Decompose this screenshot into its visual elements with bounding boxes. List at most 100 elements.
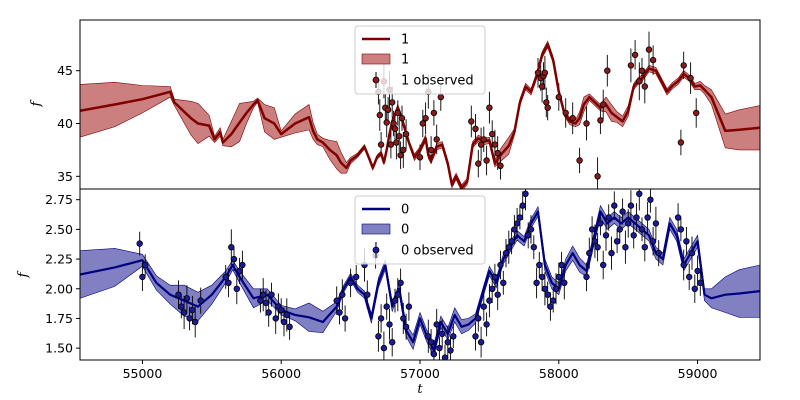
top-observed-point — [394, 109, 401, 117]
bot-observed-point — [272, 315, 279, 322]
top-observed-point — [391, 125, 399, 132]
bot-observed-point — [605, 214, 612, 221]
top-observed-point — [389, 99, 396, 106]
top-observed-point — [680, 62, 687, 69]
bot-observed-point — [262, 299, 270, 307]
top-legend-label-observed: 1 observed — [401, 74, 474, 89]
top-y-axis-label: f — [29, 99, 44, 107]
bot-observed-point — [674, 214, 682, 221]
bot-observed-point — [630, 232, 637, 239]
bot-observed-point — [500, 279, 507, 286]
bot-observed-point — [619, 208, 626, 215]
top-observed-point — [384, 106, 392, 113]
bot-observed-point — [597, 220, 604, 227]
bottom-legend-label-observed: 0 observed — [401, 244, 474, 259]
top-observed-point — [600, 101, 607, 108]
top-observed-point — [597, 117, 604, 124]
top-ytick-label: 35 — [57, 169, 73, 184]
bot-observed-point — [550, 297, 557, 304]
top-observed-point — [631, 51, 639, 59]
top-mean-line-group — [80, 43, 760, 189]
bot-observed-point — [561, 279, 568, 286]
bot-observed-point — [341, 315, 349, 322]
bot-observed-point — [400, 315, 407, 322]
bot-observed-point — [513, 220, 521, 227]
xtick-label: 55000 — [123, 366, 163, 381]
top-observed-point — [430, 109, 438, 117]
bottom-x-ticks: 55000 56000 57000 58000 59000 — [123, 360, 717, 381]
bot-observed-point — [477, 339, 485, 346]
bot-observed-point — [136, 240, 143, 247]
top-observed-point — [480, 136, 487, 143]
bot-observed-point — [489, 285, 496, 292]
top-observed-point — [472, 125, 479, 132]
bot-observed-point — [364, 291, 371, 298]
bot-observed-point — [475, 315, 482, 322]
bot-observed-point — [433, 321, 440, 328]
bottom-legend-label-band: 0 — [401, 223, 409, 238]
bot-ytick-label: 2.50 — [45, 222, 73, 237]
top-observed-point — [427, 146, 435, 154]
bot-observed-point — [683, 238, 690, 245]
bot-observed-point — [391, 297, 399, 304]
bot-observed-point — [265, 309, 272, 316]
bot-observed-point — [139, 273, 146, 281]
top-observed-point — [387, 141, 395, 148]
bot-observed-point — [339, 291, 346, 298]
bot-observed-point — [436, 344, 443, 352]
top-observed-point — [489, 130, 496, 138]
bot-observed-point — [697, 279, 704, 286]
bot-observed-point — [394, 291, 401, 298]
bot-observed-point — [527, 226, 535, 233]
bot-observed-point — [283, 311, 290, 319]
top-observed-point — [555, 93, 562, 101]
bot-observed-point — [541, 285, 549, 292]
top-observed-point — [486, 104, 493, 111]
top-observed-point — [497, 162, 504, 169]
bot-observed-point — [375, 333, 382, 340]
top-observed-point — [583, 120, 590, 127]
bot-observed-point — [655, 249, 662, 257]
bot-observed-point — [405, 303, 413, 310]
top-panel: 35 40 45 f 1 1 1 observed — [29, 19, 761, 190]
bot-observed-point — [222, 273, 229, 281]
bot-observed-point — [552, 285, 560, 292]
top-observed-point — [398, 114, 406, 122]
bot-observed-point — [588, 226, 596, 233]
bottom-legend-band-swatch — [361, 223, 391, 235]
top-observed-point — [541, 69, 549, 76]
bot-observed-point — [286, 323, 293, 330]
top-observed-point — [494, 149, 501, 157]
top-observed-point — [604, 67, 611, 74]
bot-observed-point — [600, 261, 607, 269]
top-observed-point — [677, 139, 685, 146]
bot-observed-point — [644, 214, 651, 221]
bot-observed-point — [677, 226, 685, 233]
top-legend-box — [354, 25, 486, 95]
top-observed-point — [393, 139, 400, 146]
bot-observed-point — [508, 238, 515, 245]
bot-ytick-label: 1.50 — [45, 341, 73, 356]
bot-observed-point — [611, 202, 618, 209]
bot-observed-point — [525, 232, 532, 239]
bot-observed-point — [636, 190, 643, 197]
bottom-legend-box — [354, 195, 486, 265]
bot-observed-point — [189, 306, 196, 314]
bot-observed-point — [688, 249, 696, 257]
top-observed-point — [483, 157, 490, 164]
bot-observed-point — [197, 297, 204, 304]
top-observed-point — [569, 114, 576, 122]
bot-observed-point — [686, 273, 693, 281]
top-ytick-label: 40 — [57, 116, 73, 131]
top-observed-point — [538, 83, 546, 90]
bot-observed-point — [505, 243, 512, 251]
bottom-observed-points-group — [136, 190, 704, 360]
bot-observed-point — [257, 297, 264, 304]
bot-observed-point — [602, 232, 610, 239]
bot-observed-point — [536, 261, 543, 269]
bot-observed-point — [627, 202, 635, 209]
bot-observed-point — [533, 279, 540, 286]
bot-observed-point — [141, 261, 149, 269]
top-observed-point — [437, 93, 444, 101]
